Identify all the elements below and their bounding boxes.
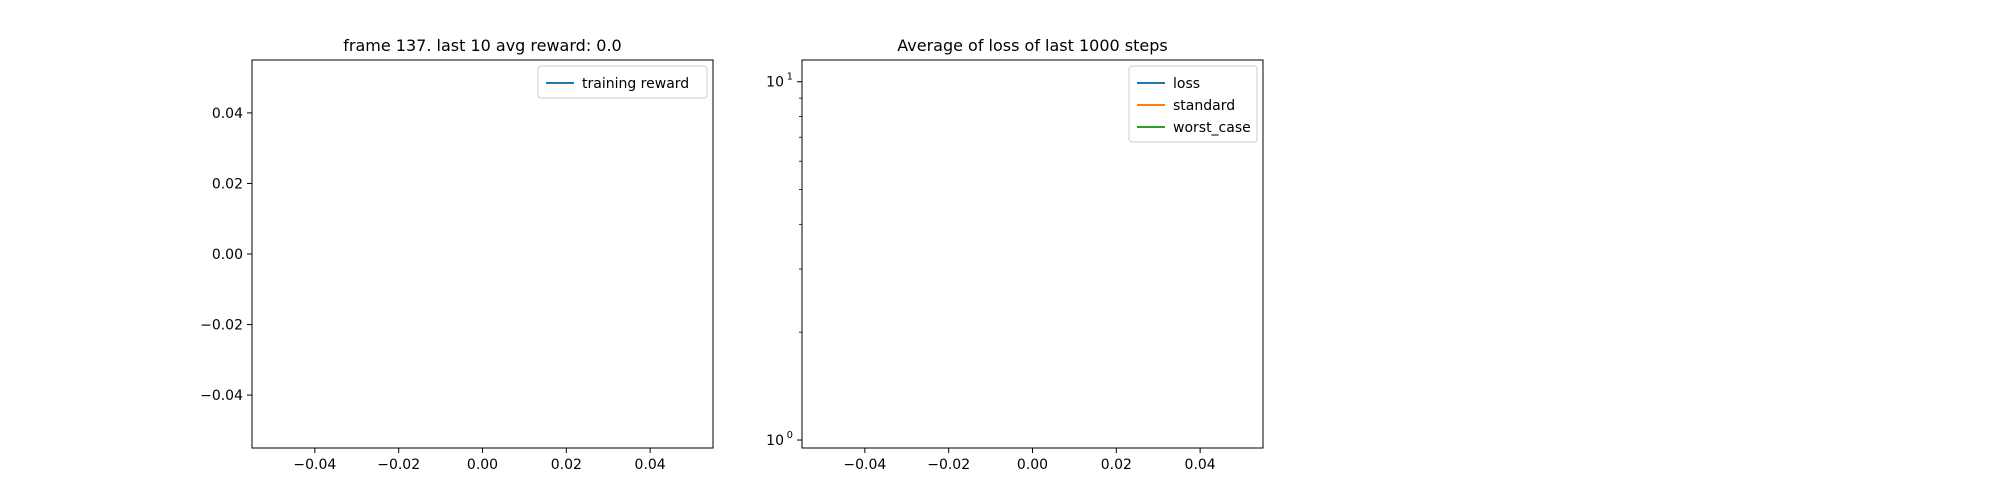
reward-chart: frame 137. last 10 avg reward: 0.0 −0.04 −… — [200, 36, 714, 473]
x-tick-label: 0.02 — [551, 457, 582, 473]
chart-title: Average of loss of last 1000 steps — [897, 36, 1168, 55]
y-tick-label: −0.04 — [200, 388, 243, 404]
legend-box — [537, 65, 708, 99]
y-tick-label: 0.02 — [212, 176, 243, 192]
legend-box — [1128, 65, 1258, 143]
y-tick-label: −0.02 — [200, 318, 243, 334]
x-tick-label: 0.00 — [1017, 457, 1048, 473]
y-tick-exponent: 1 — [787, 72, 793, 83]
x-tick-label: 0.04 — [635, 457, 666, 473]
y-tick-label: 10 — [766, 433, 784, 449]
x-tick-label: −0.02 — [927, 457, 970, 473]
loss-chart: Average of loss of last 1000 steps −0.04 −… — [766, 36, 1264, 473]
legend-label: standard — [1173, 98, 1235, 114]
y-tick-label: 0.00 — [212, 247, 243, 263]
y-tick-label: 10 — [766, 75, 784, 91]
chart-title: frame 137. last 10 avg reward: 0.0 — [343, 36, 621, 55]
y-tick-exponent: 0 — [787, 430, 793, 441]
x-tick-label: −0.02 — [377, 457, 420, 473]
legend-label: loss — [1173, 76, 1200, 92]
x-tick-label: −0.04 — [293, 457, 336, 473]
x-tick-label: 0.00 — [467, 457, 498, 473]
x-tick-label: 0.02 — [1101, 457, 1132, 473]
x-tick-label: 0.04 — [1185, 457, 1216, 473]
x-tick-label: −0.04 — [843, 457, 886, 473]
y-tick-label: 0.04 — [212, 106, 243, 122]
legend-label: training reward — [582, 76, 689, 92]
axes-frame — [251, 59, 714, 449]
legend-label: worst_case — [1173, 120, 1251, 136]
